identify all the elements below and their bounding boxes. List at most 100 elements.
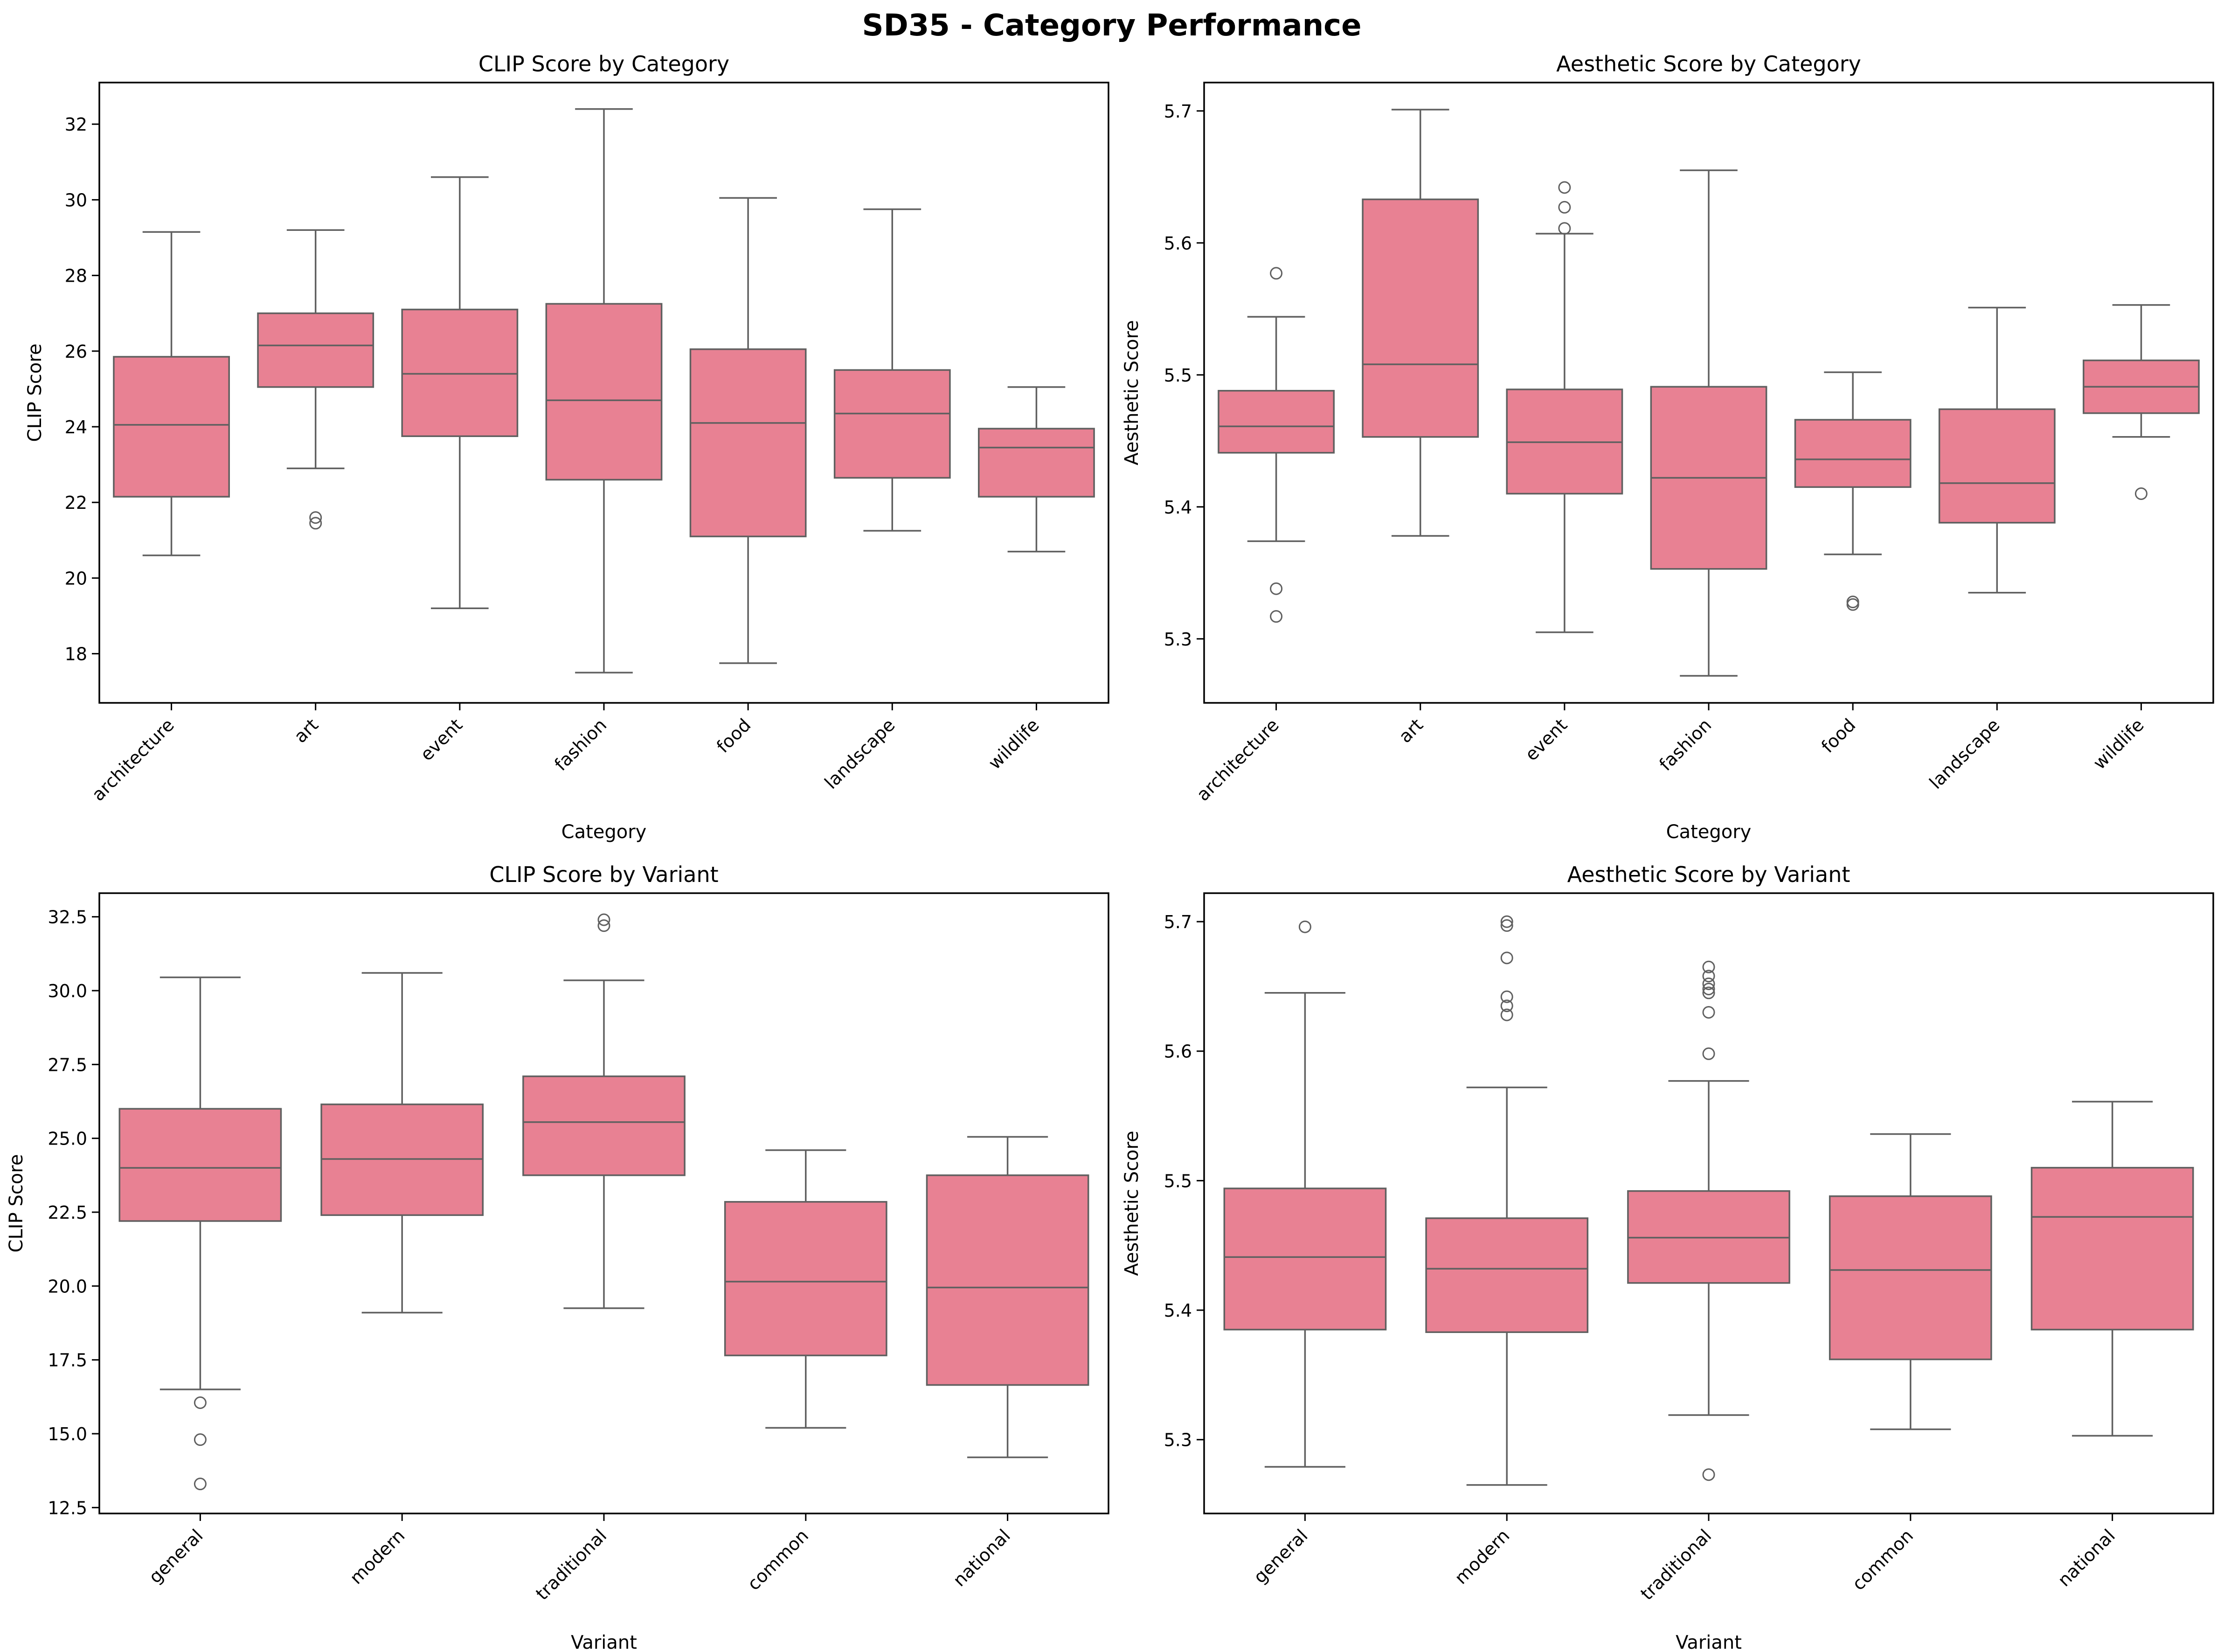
x-axis-label: Category [1666, 821, 1752, 843]
outlier-point [1500, 919, 1513, 932]
outlier-point [1702, 970, 1715, 983]
iqr-box [257, 312, 374, 388]
box-art [257, 229, 374, 530]
box-landscape [1938, 306, 2056, 594]
box-modern [320, 972, 484, 1314]
chart-title: Aesthetic Score by Variant [1567, 862, 1850, 887]
y-tick-label: 27.5 [48, 1055, 87, 1075]
x-axis-label: Variant [571, 1632, 637, 1652]
y-tick-label: 24 [65, 417, 87, 437]
box-art [1362, 109, 1479, 537]
outlier-point [1702, 1006, 1715, 1019]
y-tick-label: 26 [65, 341, 87, 362]
outlier-point [1500, 915, 1513, 928]
box-architecture [113, 231, 230, 556]
iqr-box [1938, 408, 2056, 524]
outlier-point [597, 919, 610, 932]
y-axis-label: Aesthetic Score [1121, 320, 1143, 465]
box-national [2030, 1101, 2194, 1437]
box-fashion [545, 108, 663, 673]
box-common [724, 1149, 887, 1429]
outlier-point [1558, 201, 1571, 214]
box-traditional [522, 913, 686, 1309]
outlier-point [1846, 598, 1859, 611]
outlier-point [1298, 920, 1311, 933]
box-wildlife [978, 386, 1095, 553]
y-tick-label: 5.6 [1164, 233, 1192, 254]
y-tick-label: 12.5 [48, 1498, 87, 1518]
y-tick-label: 15.0 [48, 1424, 87, 1444]
box-landscape [833, 208, 951, 532]
outlier-point [1500, 951, 1513, 965]
outlier-point [1500, 1000, 1513, 1013]
outlier-point [2134, 487, 2148, 500]
y-tick-label: 5.3 [1164, 629, 1192, 650]
chart-title: Aesthetic Score by Category [1556, 51, 1861, 76]
outlier-point [597, 913, 610, 926]
iqr-box [401, 308, 519, 437]
y-tick-label: 32.5 [48, 907, 87, 928]
y-tick-label: 20.0 [48, 1276, 87, 1297]
box-wildlife [2083, 304, 2200, 500]
outlier-point [1270, 610, 1283, 623]
box-modern [1425, 915, 1589, 1486]
box-common [1829, 1133, 1992, 1430]
y-tick-label: 5.4 [1164, 1300, 1192, 1321]
chart-panel-4: Aesthetic Score by Variant 5.3 5.4 5.5 5.6 5.… [1121, 862, 2214, 1652]
box-national [926, 1136, 1089, 1458]
box-food [1794, 371, 1912, 611]
iqr-box [689, 348, 807, 537]
y-axis-label: CLIP Score [6, 1154, 27, 1253]
y-tick-label: 20 [65, 568, 87, 589]
chart-title: CLIP Score by Category [478, 51, 729, 76]
outlier-point [194, 1433, 207, 1446]
y-tick-label: 30.0 [48, 981, 87, 1001]
y-tick-label: 5.4 [1164, 497, 1192, 518]
iqr-box [113, 356, 230, 498]
figure-title: SD35 - Category Performance [862, 8, 1362, 43]
outlier-point [1702, 960, 1715, 973]
chart-title: CLIP Score by Variant [489, 862, 718, 887]
box-general [1223, 920, 1387, 1468]
y-tick-label: 30 [65, 190, 87, 210]
outlier-point [1702, 982, 1715, 995]
box-fashion [1650, 169, 1767, 677]
y-tick-label: 32 [65, 114, 87, 135]
y-tick-label: 18 [65, 644, 87, 665]
outlier-point [194, 1396, 207, 1409]
y-tick-label: 5.3 [1164, 1430, 1192, 1451]
iqr-box [1362, 198, 1479, 438]
y-tick-label: 5.7 [1164, 101, 1192, 122]
y-tick-label: 22 [65, 493, 87, 513]
outlier-point [1500, 1008, 1513, 1021]
box-food [689, 197, 807, 664]
iqr-box [545, 303, 663, 481]
outlier-point [1702, 986, 1715, 1000]
iqr-box [118, 1108, 282, 1222]
box-event [401, 176, 519, 610]
y-tick-label: 25.0 [48, 1129, 87, 1149]
y-tick-label: 5.5 [1164, 365, 1192, 386]
x-axis-label: Variant [1676, 1632, 1742, 1652]
outlier-point [1558, 222, 1571, 235]
outlier-point [1558, 181, 1571, 194]
y-tick-label: 5.7 [1164, 912, 1192, 932]
iqr-box [724, 1201, 887, 1356]
outlier-point [194, 1478, 207, 1491]
x-axis-label: Category [561, 821, 647, 843]
iqr-box [833, 369, 951, 479]
outlier-point [1270, 582, 1283, 595]
iqr-box [522, 1075, 686, 1176]
y-axis-label: Aesthetic Score [1121, 1131, 1143, 1276]
iqr-box [1829, 1195, 1992, 1360]
outlier-point [1702, 1047, 1715, 1060]
iqr-box [1223, 1187, 1387, 1331]
box-general [118, 976, 282, 1491]
y-tick-label: 22.5 [48, 1202, 87, 1223]
outlier-point [1270, 267, 1283, 280]
y-tick-label: 28 [65, 266, 87, 286]
outlier-point [1702, 977, 1715, 990]
box-traditional [1627, 960, 1790, 1481]
iqr-box [2030, 1166, 2194, 1331]
